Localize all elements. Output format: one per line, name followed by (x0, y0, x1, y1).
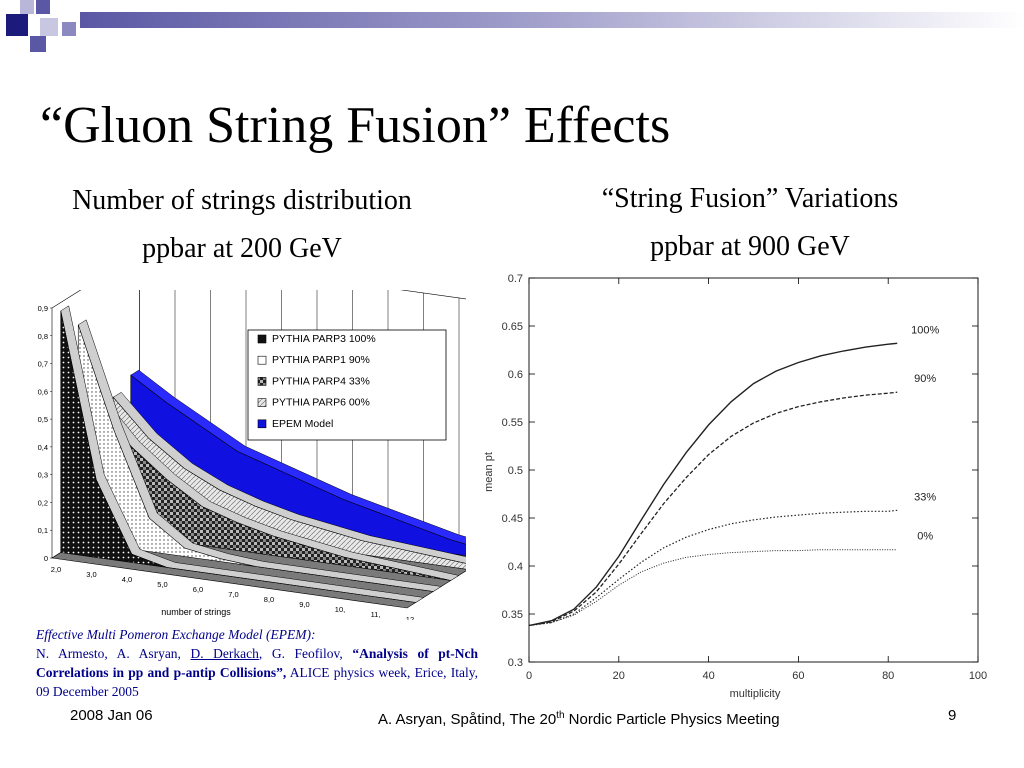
page-number: 9 (948, 707, 957, 724)
decor-square (36, 0, 50, 14)
mean-pt-chart: 0.3 0.35 0.4 0.45 0.5 0.55 0.6 0.65 0.7 0 20 40 60 80… (483, 273, 988, 700)
y-tick-label: 0.65 (502, 321, 523, 333)
y-tick-label: 0,4 (38, 443, 48, 452)
decor-square (6, 14, 28, 36)
series-label: 90% (914, 373, 936, 385)
y-tick-label: 0.5 (508, 465, 523, 477)
tick-marks: 0.3 0.35 0.4 0.45 0.5 0.55 0.6 0.65 0.7 0 20 40 60 80… (502, 273, 988, 682)
series-line (528, 549, 898, 626)
y-tick-label: 0,5 (38, 415, 48, 424)
y-tick-label: 0.45 (502, 513, 523, 525)
series-labels: 100% 90% 33% 0% (911, 324, 939, 542)
x-tick-label: 20 (613, 670, 625, 682)
decor-square (58, 0, 76, 18)
chart-series-group (60, 305, 466, 603)
reference-text: Effective Multi Pomeron Exchange Model (… (36, 625, 478, 701)
author-link[interactable]: D. Derkach (190, 646, 259, 661)
series-line (528, 391, 898, 627)
x-tick-label: 0 (526, 670, 532, 682)
right-heading: “String Fusion” Variations (601, 183, 899, 214)
left-heading: Number of strings distribution (72, 185, 412, 216)
x-tick-label: 40 (702, 670, 714, 682)
x-tick-labels: 2,0 3,0 4,0 5,0 6,0 7,0 8,0 9,0 10, 11, 12, (51, 565, 416, 620)
decor-square (20, 0, 34, 14)
x-tick-label: 2,0 (51, 565, 61, 574)
corner-decoration (0, 0, 76, 52)
y-tick-label: 0.3 (508, 657, 523, 669)
y-tick-label: 0,1 (38, 526, 48, 535)
slide-title: “Gluon String Fusion” Effects (40, 97, 671, 154)
x-tick-label: 4,0 (122, 575, 132, 584)
y-tick-label: 0.6 (508, 369, 523, 381)
right-subheading: ppbar at 900 GeV (650, 231, 850, 262)
series-face (60, 310, 416, 603)
y-tick-label: 0,9 (38, 304, 48, 313)
footer-superscript: th (556, 710, 565, 721)
footer-meeting-text: A. Asryan, Spåtind, The 20 (378, 711, 557, 728)
y-tick-label: 0,8 (38, 332, 48, 341)
legend-label: PYTHIA PARP6 00% (272, 397, 370, 409)
strings-distribution-chart: 0 0,1 0,2 0,3 0,4 0,5 0,6 0,7 0,8 0,9 2,0 3,0 4,0 5,… (38, 290, 466, 620)
legend-swatch (257, 334, 267, 344)
y-tick-label: 0.4 (508, 561, 523, 573)
decor-square (30, 36, 46, 52)
y-tick-label: 0.35 (502, 609, 523, 621)
decor-square (40, 18, 58, 36)
series-label: 100% (911, 324, 939, 336)
series-1 (77, 319, 442, 592)
series-face (77, 324, 434, 592)
legend-label: PYTHIA PARP4 33% (272, 375, 370, 387)
x-axis-title: number of strings (161, 607, 231, 617)
y-tick-label: 0.55 (502, 417, 523, 429)
y-tick-label: 0.7 (508, 273, 523, 285)
legend-swatch (257, 355, 267, 365)
chart-legend: PYTHIA PARP3 100% PYTHIA PARP1 90% PYTHIA … (247, 329, 447, 441)
x-tick-label: 12, (406, 615, 416, 620)
footer-meeting: A. Asryan, Spåtind, The 20th Nordic Part… (378, 707, 780, 729)
x-tick-label: 11, (371, 610, 381, 619)
venue: ALICE physics week, Erice, Italy, 09 Dec… (36, 665, 478, 699)
legend-box (247, 329, 447, 441)
y-axis-title: mean pt (483, 452, 495, 492)
authors: N. Armesto, A. Asryan, (36, 646, 191, 661)
x-tick-label: 6,0 (193, 585, 203, 594)
series-label: 0% (917, 531, 933, 543)
y-tick-label: 0 (44, 554, 48, 563)
y-tick-label: 0,6 (38, 387, 48, 396)
y-tick-label: 0,2 (38, 498, 48, 507)
x-tick-label: 8,0 (264, 595, 274, 604)
legend-swatch (257, 377, 267, 386)
x-axis-title: multiplicity (730, 688, 781, 700)
y-tick-label: 0,3 (38, 471, 48, 480)
legend-swatch (257, 398, 267, 407)
legend-swatch (257, 419, 267, 429)
footer-meeting-text-rest: Nordic Particle Physics Meeting (564, 711, 780, 728)
series-label: 33% (914, 491, 936, 503)
series-0 (60, 305, 425, 603)
decor-square (62, 22, 76, 36)
left-subheading: ppbar at 200 GeV (142, 233, 342, 264)
series-lines (528, 342, 898, 627)
footer-date: 2008 Jan 06 (70, 707, 153, 724)
y-tick-labels: 0 0,1 0,2 0,3 0,4 0,5 0,6 0,7 0,8 0,9 (38, 304, 52, 563)
series-line (528, 342, 898, 627)
x-tick-label: 9,0 (299, 600, 309, 609)
x-tick-label: 3,0 (86, 570, 96, 579)
x-tick-label: 7,0 (228, 590, 238, 599)
y-tick-label: 0,7 (38, 360, 48, 369)
series-line (528, 509, 898, 627)
paper-title: “Analysis of pt-Nch Correlations in pp a… (36, 646, 478, 680)
authors-rest: , G. Feofilov, (258, 646, 353, 661)
header-bar (80, 12, 1024, 28)
legend-label: PYTHIA PARP3 100% (272, 333, 376, 345)
x-tick-label: 10, (335, 605, 345, 614)
x-tick-label: 60 (792, 670, 804, 682)
x-tick-label: 100 (969, 670, 987, 682)
x-tick-label: 5,0 (157, 580, 167, 589)
model-line: Effective Multi Pomeron Exchange Model (… (36, 627, 316, 642)
legend-label: PYTHIA PARP1 90% (272, 354, 370, 366)
legend-label: EPEM Model (272, 418, 333, 430)
decor-square (0, 0, 18, 18)
x-tick-label: 80 (882, 670, 894, 682)
